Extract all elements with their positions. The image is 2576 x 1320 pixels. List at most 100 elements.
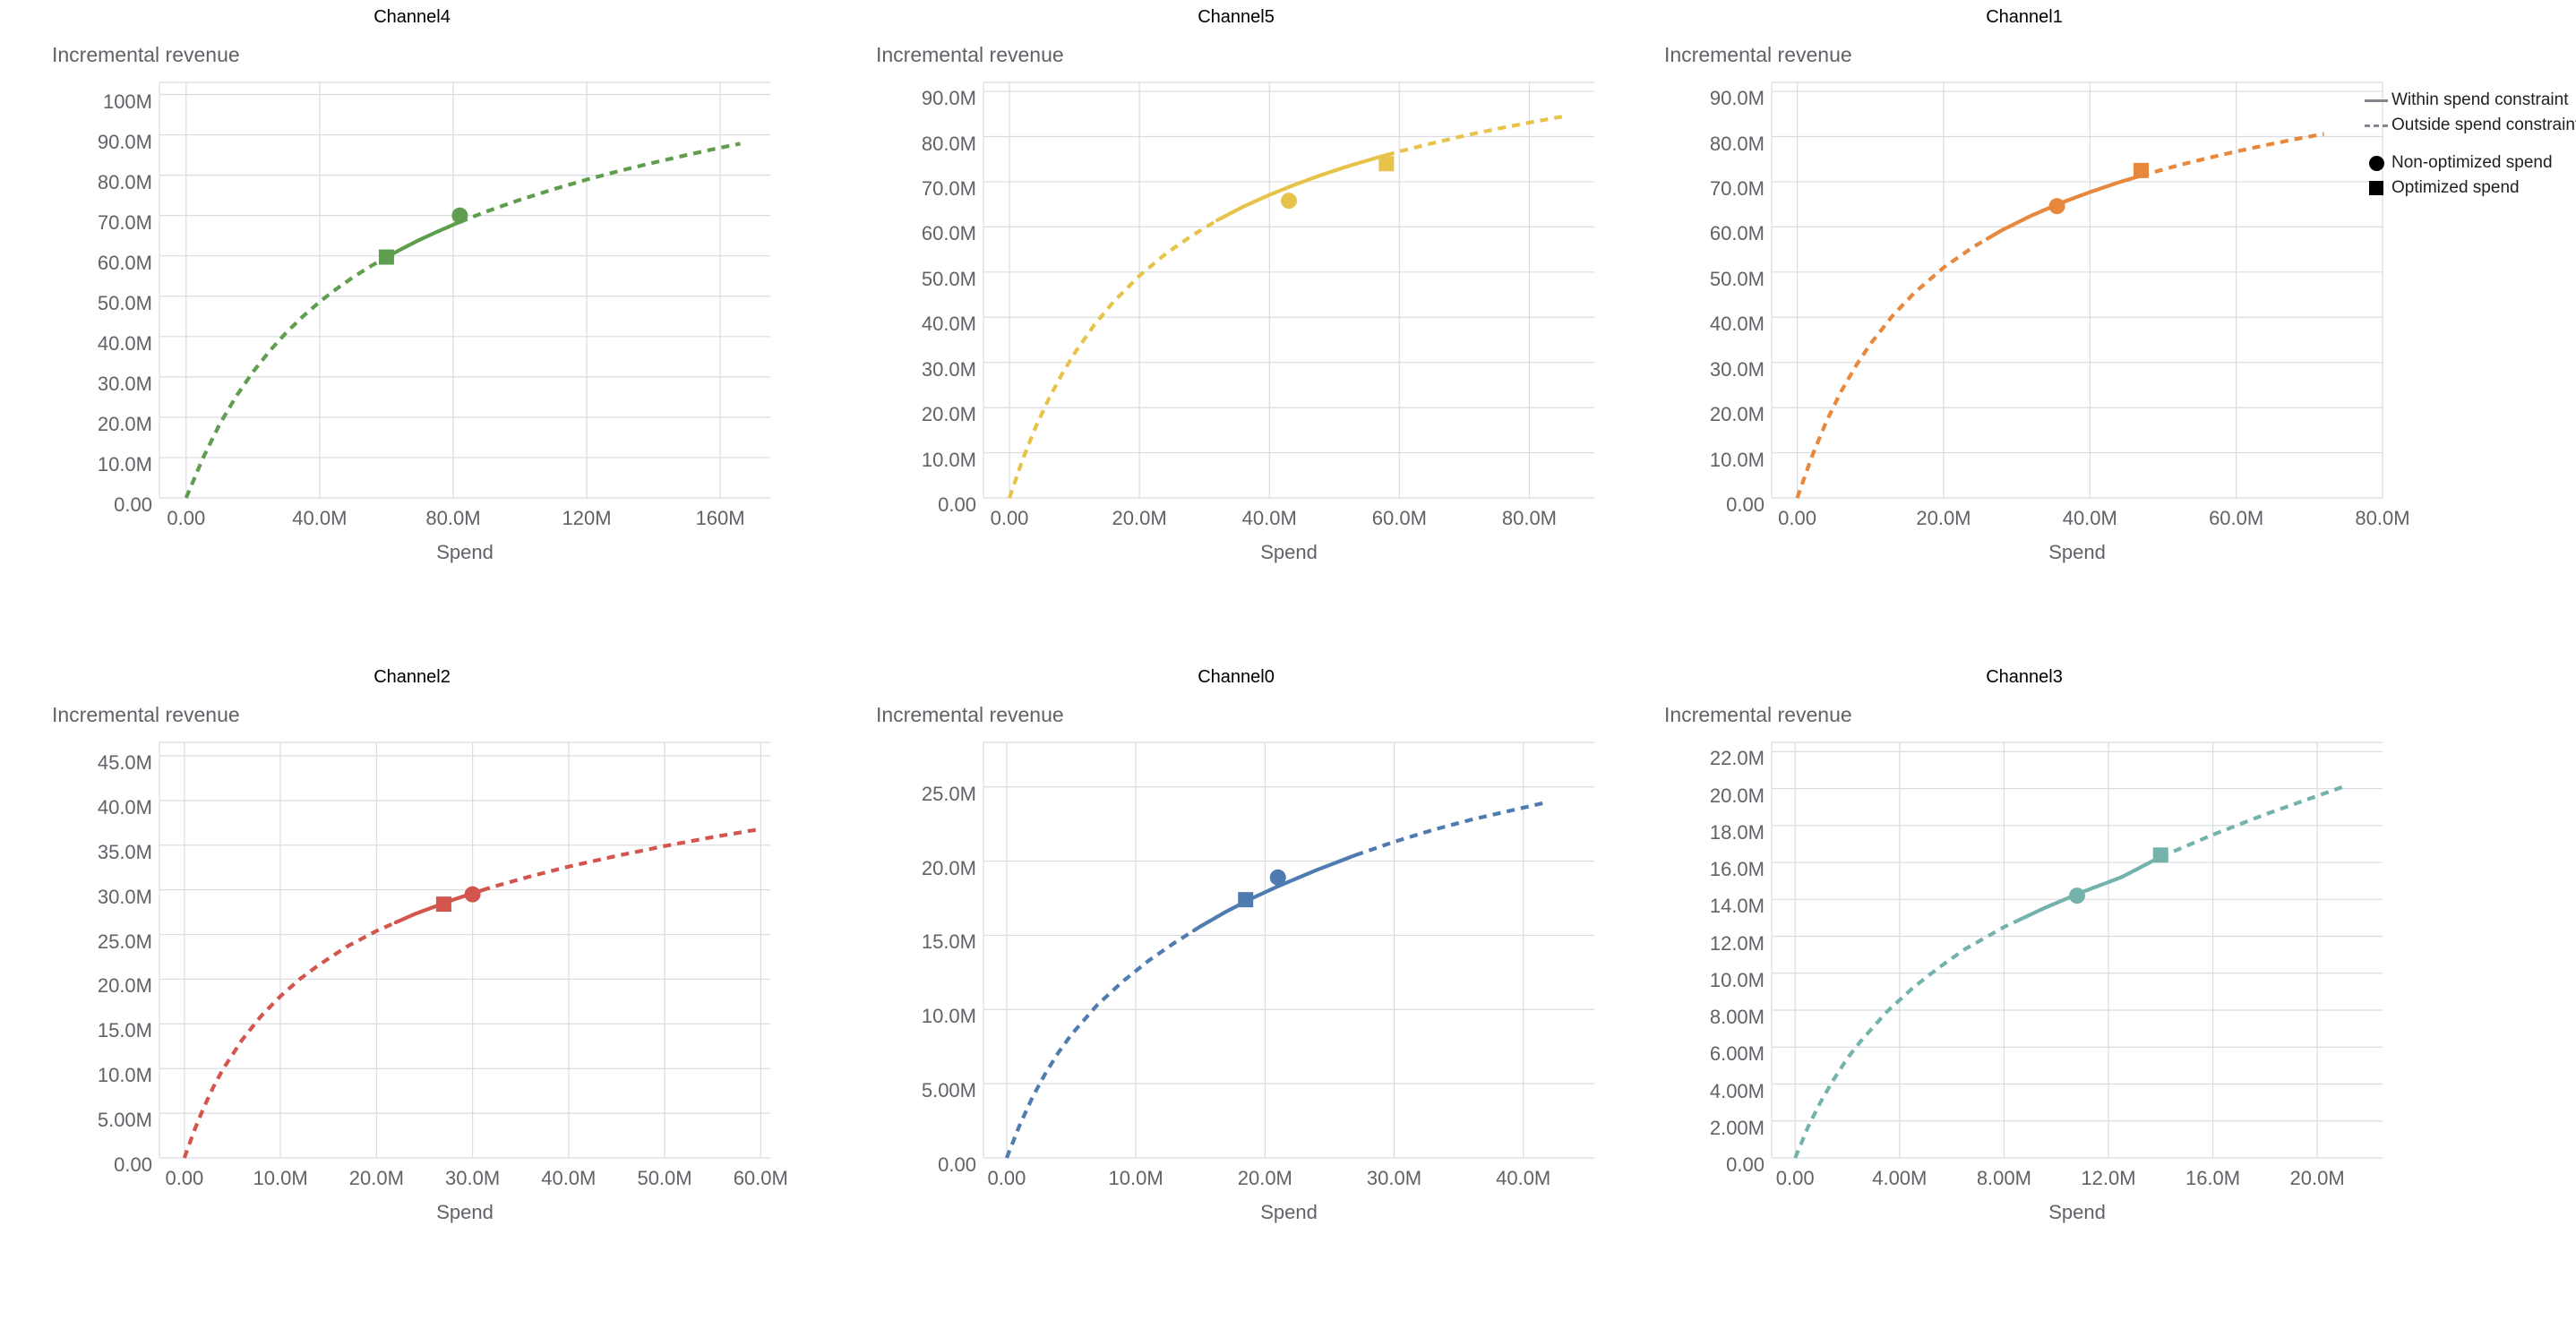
marker-optimized-spend[interactable] <box>435 896 451 913</box>
y-axis-tick-label: 10.0M <box>97 452 152 476</box>
marker-optimized-spend[interactable] <box>1238 892 1254 908</box>
x-axis-tick-label: 0.00 <box>987 1167 1026 1189</box>
y-axis-tick-label: 30.0M <box>97 885 152 908</box>
legend-label: Non-optimized spend <box>2391 153 2553 172</box>
curve-within-constraint <box>1217 155 1387 220</box>
y-axis-tick-label: 0.00 <box>114 493 152 516</box>
x-axis-title: Spend <box>436 541 494 563</box>
y-axis-tick-label: 25.0M <box>97 930 152 953</box>
y-axis-tick-label: 4.00M <box>1709 1079 1765 1102</box>
plot-area: 0.00 10.0M 20.0M 30.0M 40.0M 50.0M 60.0M 70.0M 8… <box>1710 82 2410 563</box>
chart-panel-channel1: Channel1 Incremental revenue 0.00 10.0M 20.0… <box>1612 0 2436 660</box>
y-axis-tick-label: 5.00M <box>921 1079 976 1102</box>
x-axis-tick-label: 16.0M <box>2185 1167 2241 1189</box>
plot-area: 0.00 2.00M 4.00M 6.00M 8.00M 10.0M 12.0M 14.0M 1… <box>1710 742 2383 1223</box>
x-axis-tick-label: 20.0M <box>348 1167 404 1189</box>
x-axis-tick-label: 20.0M <box>1916 507 1971 529</box>
curve-outside-constraint-lower <box>1007 930 1194 1158</box>
y-axis-tick-label: 70.0M <box>97 210 152 234</box>
plot-wrapper: 0.00 10.0M 20.0M 30.0M 40.0M 50.0M 60.0M 70.0M 8… <box>1664 75 2417 577</box>
y-axis-tick-label: 8.00M <box>1709 1006 1765 1029</box>
marker-non-optimized-spend[interactable] <box>2048 198 2065 215</box>
plot-svg <box>159 742 770 1158</box>
y-axis-tick-label: 15.0M <box>921 930 976 954</box>
x-axis-title: Spend <box>1260 1201 1318 1223</box>
chart-panel-channel4: Channel4 Incremental revenue 0.00 10.0M 20.0… <box>0 0 824 660</box>
y-axis-tick-label: 60.0M <box>1709 222 1765 245</box>
chart-title: Channel3 <box>1986 667 2063 687</box>
y-axis-tick-label: 30.0M <box>1709 357 1765 381</box>
circle-marker-icon <box>2361 155 2391 171</box>
y-axis-tick-label: 40.0M <box>97 331 152 355</box>
chart-legend: Within spend constraint Outside spend co… <box>2361 88 2576 201</box>
y-axis-tick-label: 60.0M <box>97 251 152 274</box>
y-axis-tick-label: 2.00M <box>1709 1116 1765 1139</box>
y-axis-tick-label: 30.0M <box>921 357 976 381</box>
x-axis-tick-label: 60.0M <box>1371 507 1427 529</box>
x-axis-tick-label: 20.0M <box>1237 1167 1292 1189</box>
plot-wrapper: 0.00 10.0M 20.0M 30.0M 40.0M 50.0M 60.0M 70.0M 8… <box>52 75 804 577</box>
y-axis-tick-label: 35.0M <box>97 840 152 863</box>
legend-spacer <box>2361 138 2576 150</box>
y-axis-tick-label: 10.0M <box>1709 448 1765 471</box>
y-axis-tick-label: 90.0M <box>97 130 152 153</box>
y-axis-tick-label: 10.0M <box>97 1064 152 1087</box>
square-marker-icon <box>2361 181 2391 195</box>
chart-title: Channel2 <box>374 667 451 687</box>
x-axis-tick-label: 12.0M <box>2081 1167 2136 1189</box>
marker-non-optimized-spend[interactable] <box>464 886 481 903</box>
marker-non-optimized-spend[interactable] <box>2069 887 2085 904</box>
x-axis-tick-label: 40.0M <box>541 1167 597 1189</box>
solid-line-icon <box>2361 99 2391 102</box>
chart-title: Channel5 <box>1198 7 1275 27</box>
chart-title: Channel0 <box>1198 667 1275 687</box>
x-axis-tick-label: 0.00 <box>167 507 206 529</box>
legend-item-within-spend-constraint: Within spend constraint <box>2361 88 2576 113</box>
y-axis-title: Incremental revenue <box>876 703 1064 726</box>
y-axis-tick-label: 0.00 <box>1726 1153 1765 1176</box>
y-axis-tick-label: 50.0M <box>1709 267 1765 290</box>
x-axis-tick-label: 160M <box>695 507 745 529</box>
y-axis-tick-label: 60.0M <box>921 222 976 245</box>
curve-outside-constraint-lower <box>185 922 396 1158</box>
marker-non-optimized-spend[interactable] <box>1281 193 1297 210</box>
curve-outside-constraint-lower <box>186 257 387 498</box>
curve-outside-constraint-upper <box>459 143 740 221</box>
y-axis-tick-label: 40.0M <box>1709 313 1765 336</box>
marker-optimized-spend[interactable] <box>1378 156 1395 172</box>
y-axis-tick-label: 70.0M <box>921 176 976 200</box>
marker-optimized-spend[interactable] <box>378 249 394 265</box>
y-axis-tick-label: 100M <box>102 90 152 113</box>
y-axis-tick-label: 0.00 <box>1726 493 1765 516</box>
curve-outside-constraint-lower <box>1795 921 2017 1158</box>
x-axis-title: Spend <box>436 1201 494 1223</box>
x-axis-tick-label: 80.0M <box>425 507 481 529</box>
curve-outside-constraint-lower <box>1009 220 1217 498</box>
plot-area: 0.00 10.0M 20.0M 30.0M 40.0M 50.0M 60.0M 70.0M 8… <box>922 82 1594 563</box>
y-axis-tick-label: 40.0M <box>97 795 152 819</box>
x-axis-title: Spend <box>2048 541 2106 563</box>
curve-within-constraint <box>2017 857 2160 921</box>
marker-optimized-spend[interactable] <box>2133 162 2149 178</box>
marker-non-optimized-spend[interactable] <box>451 207 468 224</box>
y-axis-title: Incremental revenue <box>876 43 1064 66</box>
x-axis-tick-label: 4.00M <box>1872 1167 1928 1189</box>
x-axis-tick-label: 40.0M <box>2062 507 2117 529</box>
x-axis-tick-label: 8.00M <box>1976 1167 2031 1189</box>
curve-within-constraint <box>1194 855 1355 930</box>
plot-area: 0.00 5.00M 10.0M 15.0M 20.0M 25.0M 30.0M 35.0M 4… <box>98 742 788 1223</box>
marker-optimized-spend[interactable] <box>2152 847 2168 863</box>
y-axis-tick-label: 80.0M <box>97 170 152 193</box>
y-axis-tick-label: 90.0M <box>921 87 976 110</box>
y-axis-tick-label: 30.0M <box>97 372 152 395</box>
curve-outside-constraint-upper <box>2141 134 2323 176</box>
y-axis-title: Incremental revenue <box>52 703 240 726</box>
x-axis-tick-label: 0.00 <box>165 1167 204 1189</box>
marker-non-optimized-spend[interactable] <box>1269 869 1286 886</box>
chart-panel-channel0: Channel0 Incremental revenue 0.00 5.00M 10.0… <box>824 660 1648 1320</box>
plot-wrapper: 0.00 5.00M 10.0M 15.0M 20.0M 25.0M 30.0M 35.0M 4… <box>52 735 804 1237</box>
y-axis-tick-label: 20.0M <box>1709 784 1765 807</box>
chart-panel-channel2: Channel2 Incremental revenue 0.00 5.00M 10.0… <box>0 660 824 1320</box>
x-axis-tick-label: 40.0M <box>1241 507 1297 529</box>
